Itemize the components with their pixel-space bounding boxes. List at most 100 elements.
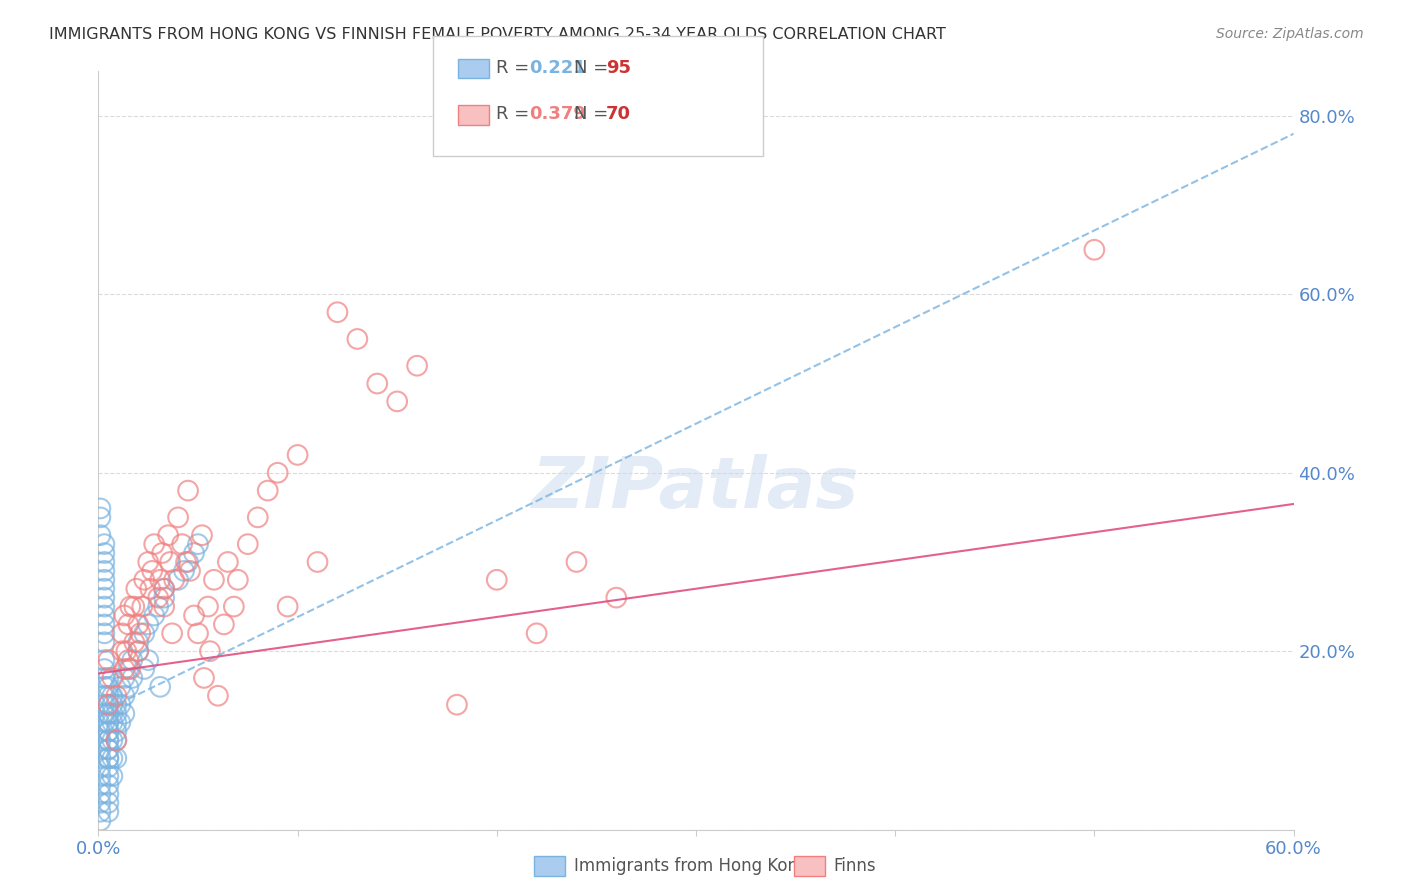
Point [366,376,388,391]
Point [101,769,124,783]
Point [173,564,195,578]
Point [121,653,143,667]
Point [97,742,120,756]
Point [134,662,156,676]
Point [159,555,181,569]
Point [110,715,132,730]
Point [93,608,115,623]
Point [93,573,115,587]
Point [207,689,229,703]
Point [125,582,148,596]
Point [167,573,190,587]
Point [93,537,115,551]
Point [485,573,508,587]
Text: 95: 95 [606,59,631,77]
Text: R =: R = [496,59,541,77]
Point [97,778,120,792]
Text: Source: ZipAtlas.com: Source: ZipAtlas.com [1216,27,1364,41]
Point [101,689,124,703]
Point [105,689,128,703]
Point [105,751,128,765]
Point [117,680,139,694]
Point [93,698,115,712]
Point [97,698,120,712]
Point [89,510,111,524]
Point [111,644,134,658]
Point [117,617,139,632]
Text: Finns: Finns [834,857,876,875]
Point [153,599,176,614]
Point [97,724,120,739]
Point [267,466,290,480]
Point [136,617,159,632]
Point [101,698,124,712]
Point [93,706,115,721]
Point [93,689,115,703]
Point [111,626,134,640]
Point [222,599,245,614]
Point [129,626,152,640]
Point [89,805,111,819]
Point [385,394,409,409]
Point [139,582,162,596]
Point [179,564,201,578]
Point [134,573,156,587]
Point [256,483,278,498]
Point [93,671,115,685]
Point [89,501,111,516]
Point [124,599,146,614]
Point [97,733,120,747]
Point [105,733,128,747]
Point [89,724,111,739]
Point [97,698,120,712]
Point [97,706,120,721]
Point [97,724,120,739]
Point [131,599,153,614]
Point [172,537,194,551]
Point [127,644,149,658]
Point [97,769,120,783]
Point [565,555,588,569]
Point [101,733,124,747]
Point [97,787,120,801]
Point [117,653,139,667]
Point [93,662,115,676]
Point [150,546,173,560]
Point [277,599,299,614]
Point [307,555,329,569]
Point [136,555,159,569]
Text: 0.221: 0.221 [529,59,585,77]
Point [202,573,225,587]
Point [187,626,209,640]
Text: Immigrants from Hong Kong: Immigrants from Hong Kong [574,857,808,875]
Point [1083,243,1105,257]
Point [97,653,120,667]
Point [93,680,115,694]
Point [149,680,172,694]
Point [198,644,221,658]
Point [110,698,132,712]
Point [115,644,138,658]
Point [160,626,183,640]
Point [120,662,142,676]
Point [93,715,115,730]
Point [105,698,128,712]
Point [141,564,163,578]
Point [97,751,120,765]
Point [112,608,135,623]
Point [89,751,111,765]
Point [153,591,176,605]
Point [120,599,142,614]
Point [89,742,111,756]
Point [105,715,128,730]
Point [93,635,115,649]
Point [89,787,111,801]
Point [101,706,124,721]
Point [406,359,429,373]
Point [97,715,120,730]
Point [177,483,200,498]
Point [526,626,548,640]
Point [105,733,128,747]
Point [326,305,349,319]
Point [174,555,197,569]
